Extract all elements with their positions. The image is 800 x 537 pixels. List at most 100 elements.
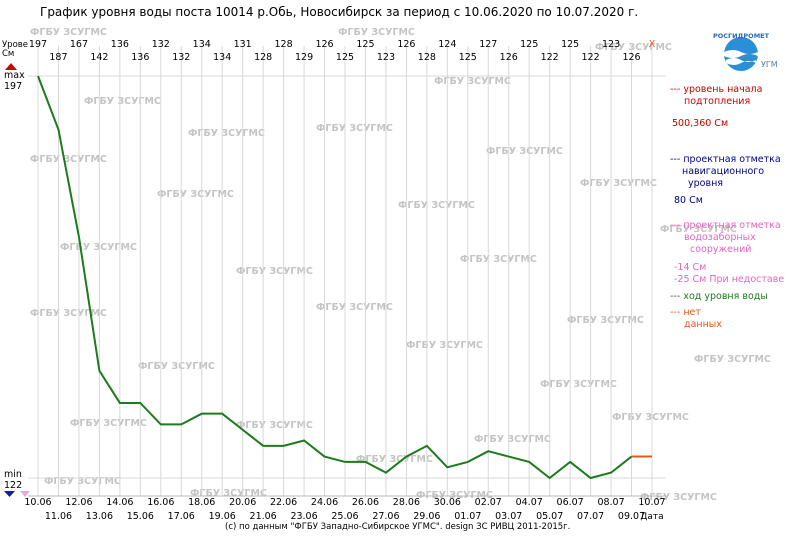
watermark-text: ФГБУ ЗСУГМС <box>316 302 393 313</box>
top-value-label: 126 <box>500 52 518 63</box>
no-data-marker: X <box>649 39 656 50</box>
watermark-text: ФГБУ ЗСУГМС <box>460 254 537 265</box>
watermark-text: ФГБУ ЗСУГМС <box>434 76 511 87</box>
top-value-label: 132 <box>172 52 190 63</box>
watermark-text: ФГБУ ЗСУГМС <box>188 128 265 139</box>
y-max-label: max <box>4 70 25 81</box>
top-value-label: 167 <box>70 39 88 50</box>
top-value-label: 122 <box>582 52 600 63</box>
logo-text: РОСГИДРОМЕТ <box>713 32 770 40</box>
top-value-label: 125 <box>561 39 579 50</box>
legend-nodata-label: --- нет данных <box>670 307 722 330</box>
top-value-label: 134 <box>213 52 231 63</box>
watermark-text: ФГБУ ЗСУГМС <box>157 189 234 200</box>
x-tick-label: 07.07 <box>577 511 604 522</box>
legend-intake-value: -14 См -25 См При недоставе <box>674 262 785 285</box>
top-value-label: 122 <box>541 52 559 63</box>
roshydromet-logo: РОСГИДРОМЕТ УГМС <box>705 30 784 76</box>
y-axis-unit: См <box>2 49 14 59</box>
x-tick-label: 18.06 <box>188 497 215 508</box>
top-value-label: 125 <box>459 52 477 63</box>
top-value-label: 136 <box>131 52 149 63</box>
x-tick-label: 14.06 <box>106 497 133 508</box>
x-tick-label: 25.06 <box>331 511 358 522</box>
x-tick-label: 30.06 <box>434 497 461 508</box>
credit-text: (с) по данным "ФГБУ Западно-Сибирское УГ… <box>225 522 571 532</box>
x-tick-label: 05.07 <box>536 511 563 522</box>
max-triangle-icon <box>5 63 17 70</box>
water-level-series-line <box>37 75 633 480</box>
top-value-label: 125 <box>356 39 374 50</box>
watermark-text: ФГБУ ЗСУГМС <box>540 379 617 390</box>
top-value-label: 123 <box>377 52 395 63</box>
watermark-text: ФГБУ ЗСУГМС <box>398 200 475 211</box>
watermark-text: ФГБУ ЗСУГМС <box>60 242 137 253</box>
x-tick-label: 27.06 <box>372 511 399 522</box>
legend-flood-value: 500,360 См <box>672 118 729 129</box>
x-tick-label: 17.06 <box>168 511 195 522</box>
x-tick-label: 02.07 <box>475 497 502 508</box>
x-tick-label: 15.06 <box>127 511 154 522</box>
top-value-label: 125 <box>336 52 354 63</box>
logo-ugms-text: УГМС <box>761 60 777 69</box>
x-tick-label: 12.06 <box>65 497 92 508</box>
watermark-text: ФГБУ ЗСУГМС <box>338 27 415 38</box>
x-tick-label: 01.07 <box>454 511 481 522</box>
watermark-text: ФГБУ ЗСУГМС <box>84 96 161 107</box>
watermark-text: ФГБУ ЗСУГМС <box>640 492 717 503</box>
x-tick-label: 20.06 <box>229 497 256 508</box>
intake-triangle-icon <box>20 491 30 497</box>
top-value-label: 197 <box>29 39 47 50</box>
legend-navigation-label: --- проектная отметка навигационного уро… <box>670 154 781 189</box>
watermark-text: ФГБУ ЗСУГМС <box>694 354 771 365</box>
top-value-label: 128 <box>418 52 436 63</box>
y-max-value: 197 <box>4 81 22 92</box>
x-tick-label: 10.06 <box>24 497 51 508</box>
x-tick-label: 06.07 <box>557 497 584 508</box>
top-value-label: 136 <box>111 39 129 50</box>
watermark-text: ФГБУ ЗСУГМС <box>44 476 121 487</box>
top-value-label: 132 <box>152 39 170 50</box>
watermark-text: ФГБУ ЗСУГМС <box>612 412 689 423</box>
watermark-text: ФГБУ ЗСУГМС <box>70 418 147 429</box>
watermark-text: ФГБУ ЗСУГМС <box>138 361 215 372</box>
y-axis-label: Урове <box>2 40 28 50</box>
x-tick-label: 24.06 <box>311 497 338 508</box>
x-tick-label: 08.07 <box>597 497 624 508</box>
x-tick-label: 13.06 <box>86 511 113 522</box>
top-value-label: 125 <box>520 39 538 50</box>
watermark-text: ФГБУ ЗСУГМС <box>190 488 267 499</box>
x-tick-label: 28.06 <box>393 497 420 508</box>
watermark-text: ФГБУ ЗСУГМС <box>30 308 107 319</box>
grid <box>37 46 653 496</box>
x-axis-label: Дата <box>640 512 663 522</box>
legend-navigation-value: 80 См <box>674 195 703 206</box>
top-value-label: 126 <box>622 52 640 63</box>
x-tick-label: 23.06 <box>290 511 317 522</box>
legend-level-label: --- ход уровня воды <box>670 291 768 302</box>
watermark-text: ФГБУ ЗСУГМС <box>316 123 393 134</box>
top-value-label: 127 <box>479 39 497 50</box>
top-value-label: 187 <box>49 52 67 63</box>
top-value-label: 131 <box>234 39 252 50</box>
watermark-text: ФГБУ ЗСУГМС <box>406 340 483 351</box>
top-value-label: 142 <box>90 52 108 63</box>
legend-intake-label: --- проектная отметка водозаборных соору… <box>670 220 781 255</box>
watermark-text: ФГБУ ЗСУГМС <box>356 454 433 465</box>
x-tick-label: 11.06 <box>45 511 72 522</box>
y-min-value: 122 <box>4 480 22 491</box>
y-min-label: min <box>4 469 22 480</box>
watermark-text: ФГБУ ЗСУГМС <box>236 420 313 431</box>
top-value-label: 123 <box>602 39 620 50</box>
watermark-text: ФГБУ ЗСУГМС <box>660 224 737 235</box>
x-tick-label: 29.06 <box>413 511 440 522</box>
x-tick-label: 19.06 <box>209 511 236 522</box>
x-tick-label: 09.07 <box>618 511 645 522</box>
watermark-text: ФГБУ ЗСУГМС <box>30 27 107 38</box>
x-tick-label: 22.06 <box>270 497 297 508</box>
top-value-label: 129 <box>295 52 313 63</box>
top-value-label: 128 <box>275 39 293 50</box>
top-value-label: 134 <box>193 39 211 50</box>
watermark-text: ФГБУ ЗСУГМС <box>236 266 313 277</box>
